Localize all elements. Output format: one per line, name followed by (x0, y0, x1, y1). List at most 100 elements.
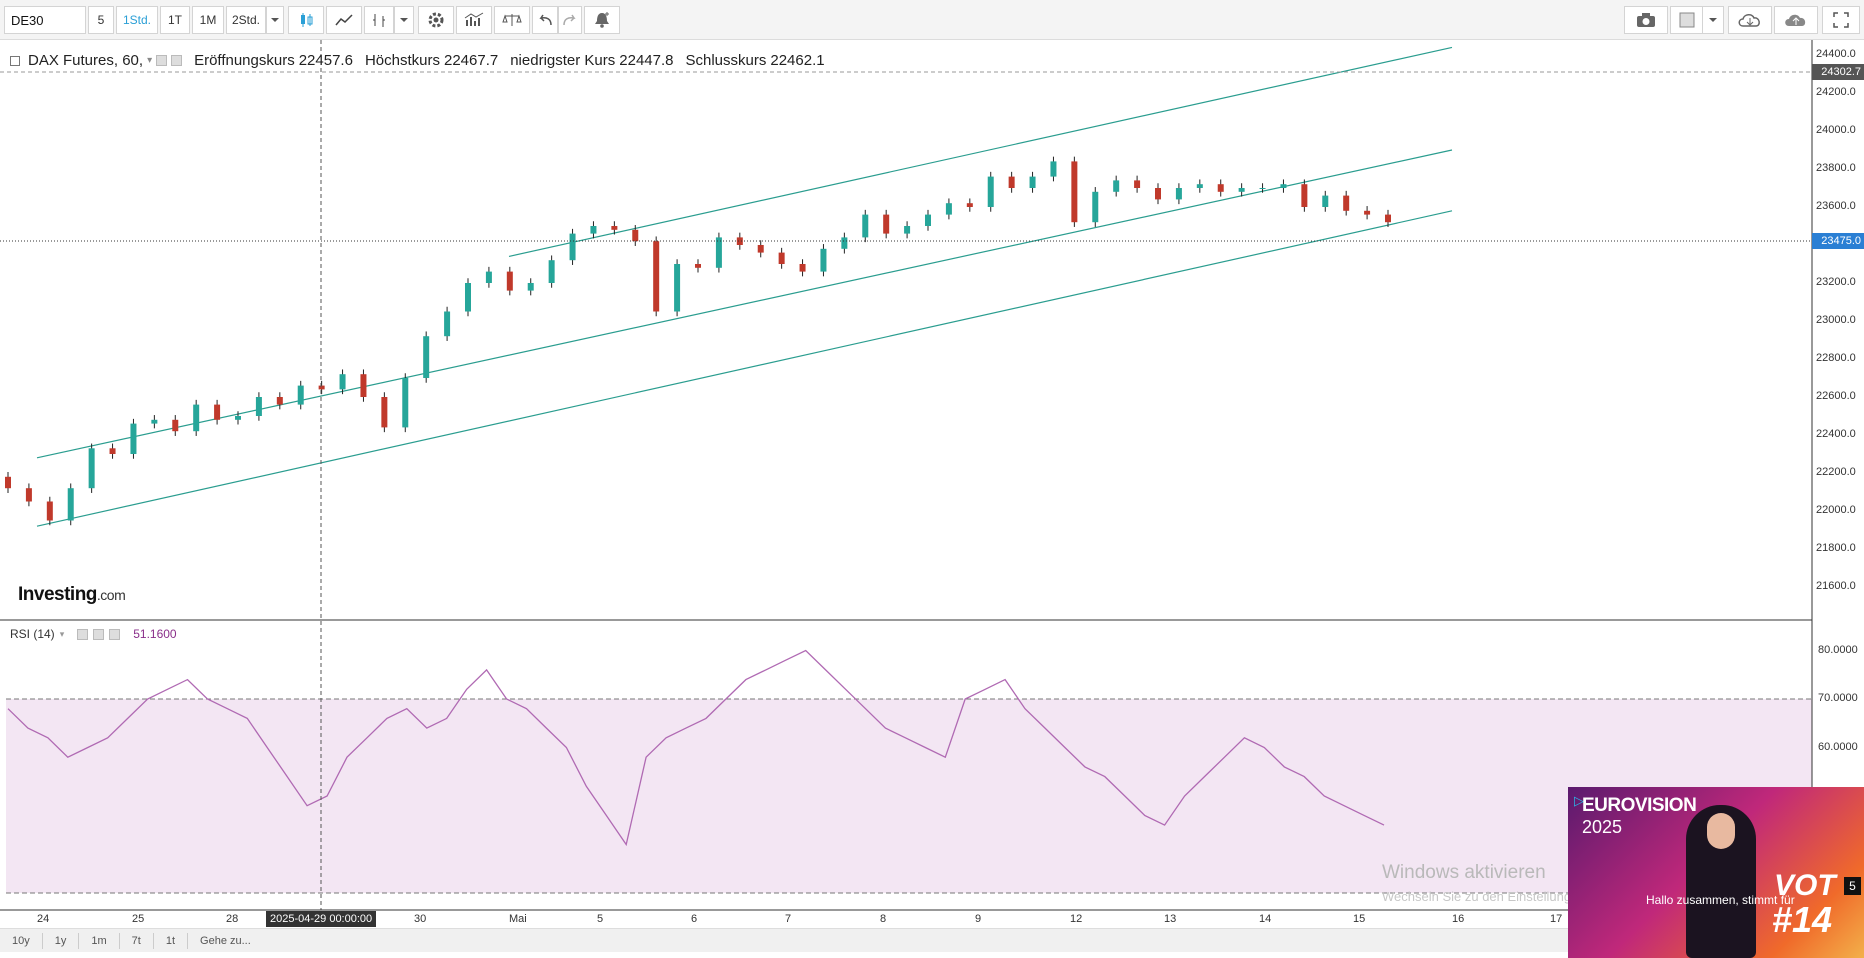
time-tick-label: 13 (1164, 913, 1177, 925)
symbol-input[interactable]: DE30 (4, 6, 86, 34)
rsi-close-icon[interactable] (109, 628, 121, 640)
collapse-icon[interactable] (10, 55, 20, 66)
legend-settings-icon[interactable] (171, 55, 183, 66)
candle-body (88, 448, 95, 489)
goto-date-link[interactable]: Gehe zu... (200, 934, 251, 947)
candle-body (778, 252, 785, 264)
time-tick-label: 30 (414, 913, 427, 925)
legend-dropdown-icon[interactable]: ▾ (147, 55, 153, 66)
candle-body (485, 271, 492, 283)
candle-body (25, 488, 32, 502)
rsi-settings-icon[interactable] (93, 628, 105, 640)
compare-scale-icon[interactable] (494, 6, 530, 34)
crosshair-time-label: 2025-04-29 00:00:00 (266, 911, 377, 927)
candle-body (444, 311, 451, 337)
candle-body (109, 448, 116, 454)
price-tick-label: 21800.0 (1816, 542, 1856, 554)
candle-body (715, 237, 722, 268)
time-tick-label: 5 (597, 913, 604, 925)
price-tick-label: 21600.0 (1816, 580, 1856, 592)
price-tick-label: 22800.0 (1816, 352, 1856, 364)
range-bar: 10y 1y 1m 7t 1t Gehe zu... (0, 928, 1568, 952)
redo-icon[interactable] (558, 6, 582, 34)
undo-icon[interactable] (532, 6, 558, 34)
price-tick-label: 24000.0 (1816, 124, 1856, 136)
candle-body (904, 226, 911, 234)
candle-body (402, 378, 409, 428)
cloud-upload-icon[interactable] (1774, 6, 1818, 34)
instrument-name: DAX Futures, 60, (28, 52, 144, 69)
main-price-panel (0, 40, 1812, 620)
candle-body (569, 233, 576, 261)
alert-bell-icon[interactable] (584, 6, 620, 34)
candle-body (1071, 161, 1078, 223)
rsi-visibility-icon[interactable] (77, 628, 89, 640)
rsi-tick-label: 80.0000 (1818, 643, 1858, 656)
bar-style-dropdown-icon[interactable] (394, 6, 414, 34)
candle-body (799, 264, 806, 272)
candle-body (318, 385, 325, 390)
current-price-marker: 23475.0 (1812, 233, 1864, 249)
legend-visibility-icon[interactable] (156, 55, 168, 66)
video-ad[interactable]: ▷ EUROVISION 2025 Hallo zusammen, stimmt… (1568, 787, 1864, 958)
chart-legend: DAX Futures, 60, ▾ Eröffnungskurs 22457.6… (10, 52, 825, 69)
low-label: niedrigster Kurs (510, 52, 616, 69)
fullscreen-icon[interactable] (1822, 6, 1860, 34)
time-tick-label: 7 (785, 913, 792, 925)
top-price-marker: 24302.7 (1812, 64, 1864, 80)
candles-icon[interactable] (288, 6, 324, 34)
interval-1d[interactable]: 1T (160, 6, 190, 34)
camera-icon[interactable] (1624, 6, 1668, 34)
candle-body (276, 397, 283, 405)
ad-close-icon[interactable]: ▷ (1574, 793, 1584, 808)
candle-body (757, 245, 764, 253)
line-chart-icon[interactable] (326, 6, 362, 34)
candle-body (695, 264, 701, 268)
range-1y[interactable]: 1y (43, 932, 80, 949)
candle-body (1155, 188, 1161, 200)
range-1m[interactable]: 1m (79, 932, 120, 949)
interval-1m[interactable]: 1M (192, 6, 224, 34)
candle-body (883, 214, 890, 234)
time-tick-label: 12 (1070, 913, 1083, 925)
ad-title: EUROVISION (1582, 795, 1697, 816)
indicators-icon[interactable] (456, 6, 492, 34)
settings-gear-icon[interactable] (418, 6, 454, 34)
interval-1h[interactable]: 1Std. (116, 6, 158, 34)
interval-5[interactable]: 5 (88, 6, 114, 34)
candle-body (841, 237, 848, 249)
candle-body (151, 419, 158, 424)
candle-body (1092, 191, 1099, 223)
candle-body (653, 241, 660, 312)
range-1t[interactable]: 1t (154, 932, 189, 949)
interval-2h[interactable]: 2Std. (226, 6, 266, 34)
cloud-download-icon[interactable] (1728, 6, 1772, 34)
candle-body (235, 416, 241, 420)
rsi-dropdown-icon[interactable]: ▾ (59, 628, 65, 639)
channel-line[interactable] (36, 149, 1453, 459)
candle-body (1113, 180, 1120, 192)
layout-dropdown-icon[interactable] (1702, 6, 1724, 34)
time-tick-label: 9 (975, 913, 982, 925)
candle-body (1259, 188, 1266, 189)
interval-dropdown-icon[interactable] (266, 6, 284, 34)
channel-line[interactable] (36, 210, 1453, 527)
time-tick-label: 25 (132, 913, 145, 925)
channel-line[interactable] (508, 46, 1453, 257)
close-value: 22462.1 (770, 52, 825, 69)
rsi-legend: RSI (14) ▾ 51.1600 (10, 627, 177, 641)
layout-icon[interactable] (1670, 6, 1704, 34)
windows-activation-title: Windows aktivieren (1382, 862, 1546, 883)
candle-body (1050, 161, 1057, 177)
range-7t[interactable]: 7t (120, 932, 154, 949)
rsi-line (7, 649, 1385, 847)
time-tick-label: 14 (1259, 913, 1272, 925)
bar-style-icon[interactable] (364, 6, 394, 34)
low-value: 22447.8 (619, 52, 674, 69)
time-tick-label: 16 (1452, 913, 1465, 925)
time-tick-label: 24 (37, 913, 50, 925)
range-10y[interactable]: 10y (0, 932, 43, 949)
price-chart[interactable] (0, 40, 1864, 958)
candle-body (506, 271, 513, 291)
candlestick-series (5, 156, 1391, 526)
